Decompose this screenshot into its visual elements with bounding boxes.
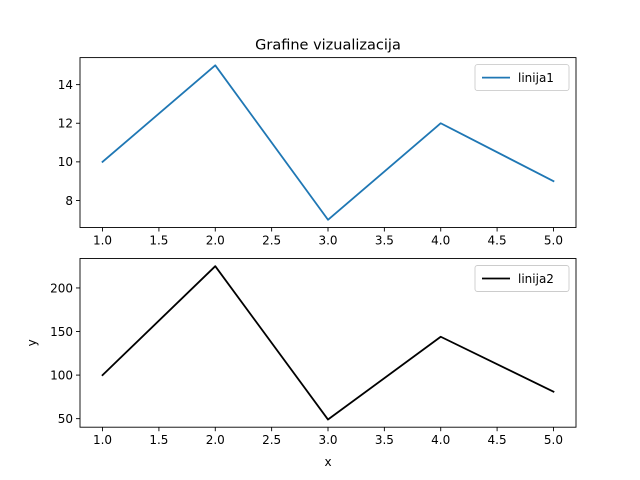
- y-tick-label: 8: [65, 194, 73, 208]
- x-tick-label: 1.5: [149, 234, 168, 248]
- legend: linija1: [474, 64, 570, 92]
- x-tick-label: 3.0: [318, 433, 337, 447]
- y-tick-label: 200: [50, 281, 73, 295]
- x-tick-label: 1.5: [149, 433, 168, 447]
- x-tick-label: 3.0: [318, 234, 337, 248]
- y-tick-label: 150: [50, 325, 73, 339]
- x-axis-label: x: [324, 455, 331, 469]
- x-tick-label: 3.5: [375, 234, 394, 248]
- legend-label: linija2: [518, 272, 554, 286]
- x-tick-label: 2.5: [262, 433, 281, 447]
- x-tick-label: 4.5: [488, 234, 507, 248]
- x-tick-label: 4.5: [488, 433, 507, 447]
- chart-title: Grafine vizualizacija: [255, 38, 401, 54]
- x-tick-label: 1.0: [93, 234, 112, 248]
- y-tick-label: 10: [58, 155, 73, 169]
- x-tick-label: 5.0: [544, 433, 563, 447]
- y-tick-label: 100: [50, 368, 73, 382]
- y-tick-label: 50: [58, 412, 73, 426]
- x-tick-label: 4.0: [431, 433, 450, 447]
- legend-label: linija1: [518, 71, 554, 85]
- chart-2: 1.0 1.5 2.0 2.5 3.0 3.5 4.0 4.5 5.0 50 100 150 200 x y…: [25, 258, 577, 469]
- x-tick-label: 3.5: [375, 433, 394, 447]
- series-line-linija2: [101, 265, 555, 421]
- x-tick-label: 1.0: [93, 433, 112, 447]
- legend-box: [474, 265, 570, 292]
- y-axis-label: y: [25, 339, 39, 346]
- series-line-linija1: [101, 64, 555, 221]
- chart-1: Grafine vizualizacija 1.0 1.5 2.0 2.5 3.0 3.5 4…: [58, 38, 577, 248]
- x-tick-label: 5.0: [544, 234, 563, 248]
- x-tick-label: 2.0: [206, 433, 225, 447]
- y-tick-label: 14: [58, 78, 73, 92]
- x-tick-label: 2.0: [206, 234, 225, 248]
- x-tick-label: 2.5: [262, 234, 281, 248]
- x-tick-label: 4.0: [431, 234, 450, 248]
- legend-box: [474, 64, 570, 92]
- y-tick-label: 12: [58, 117, 73, 131]
- legend: linija2: [474, 265, 570, 292]
